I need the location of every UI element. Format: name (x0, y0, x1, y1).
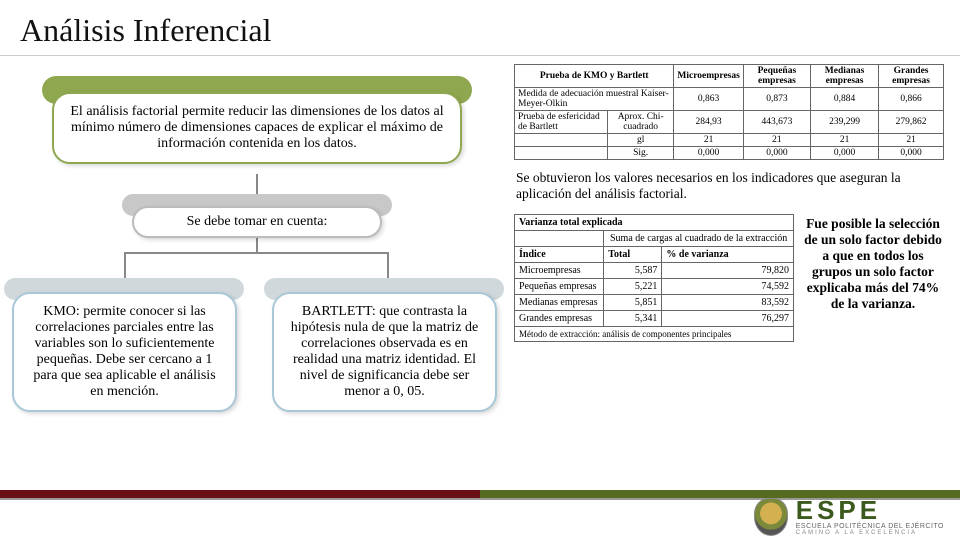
table-row: Pequeñas empresas5,22174,592 (515, 279, 794, 295)
caption-variance: Fue posible la selección de un solo fact… (802, 214, 944, 314)
tbl2-header: % de varianza (662, 247, 794, 263)
table-cell: 74,592 (662, 279, 794, 295)
table-cell: Aprox. Chi-cuadrado (607, 111, 673, 134)
table-row: Medianas empresas5,85183,592 (515, 295, 794, 311)
table-cell (515, 134, 608, 147)
kmo-bartlett-table: Prueba de KMO y BartlettMicroempresasPeq… (514, 64, 944, 160)
table-row: Grandes empresas5,34176,297 (515, 311, 794, 327)
content-area: El análisis factorial permite reducir la… (0, 56, 960, 486)
table-cell: 5,221 (604, 279, 662, 295)
tbl2-subhead: Suma de cargas al cuadrado de la extracc… (604, 231, 794, 247)
right-column: Prueba de KMO y BartlettMicroempresasPeq… (514, 64, 944, 486)
table-cell: 0,863 (674, 88, 743, 111)
table-cell: 239,299 (810, 111, 878, 134)
page-title: Análisis Inferencial (0, 0, 960, 56)
logo-text: ESPE (796, 497, 944, 523)
table-cell: 0,000 (743, 147, 810, 160)
flow-box-top: El análisis factorial permite reducir la… (52, 92, 462, 164)
table-cell: 0,866 (879, 88, 944, 111)
connector (124, 252, 389, 254)
table-cell: 83,592 (662, 295, 794, 311)
table-cell: Pequeñas empresas (515, 279, 604, 295)
table-cell: 21 (810, 134, 878, 147)
table-cell: 0,000 (879, 147, 944, 160)
table-row: Sig.0,0000,0000,0000,000 (515, 147, 944, 160)
table-cell: gl (607, 134, 673, 147)
connector (124, 252, 126, 280)
caption-indicators: Se obtuvieron los valores necesarios en … (514, 166, 944, 204)
table-cell: Sig. (607, 147, 673, 160)
tbl2-header: Índice (515, 247, 604, 263)
tbl2-header: Total (604, 247, 662, 263)
table-cell: 21 (674, 134, 743, 147)
tbl1-header: Medianas empresas (810, 65, 878, 88)
table-cell: 443,673 (743, 111, 810, 134)
table-cell: 21 (879, 134, 944, 147)
flow-box-bartlett: BARTLETT: que contrasta la hipótesis nul… (272, 292, 497, 412)
tbl1-header: Grandes empresas (879, 65, 944, 88)
flow-box-kmo: KMO: permite conocer si las correlacione… (12, 292, 237, 412)
footer: ESPE ESCUELA POLITÉCNICA DEL EJÉRCITO CA… (0, 490, 960, 540)
table-cell: Medida de adecuación muestral Kaiser-Mey… (515, 88, 674, 111)
table-row: Prueba de esfericidad de BartlettAprox. … (515, 111, 944, 134)
table-cell: 0,000 (810, 147, 878, 160)
table-cell: 0,000 (674, 147, 743, 160)
tbl1-header: Pequeñas empresas (743, 65, 810, 88)
table-cell: 79,820 (662, 263, 794, 279)
table-cell: 0,884 (810, 88, 878, 111)
tbl1-header: Microempresas (674, 65, 743, 88)
tbl1-header: Prueba de KMO y Bartlett (515, 65, 674, 88)
connector (387, 252, 389, 280)
table-cell: 0,873 (743, 88, 810, 111)
flowchart: El análisis factorial permite reducir la… (12, 64, 502, 486)
connector (256, 236, 258, 252)
tbl2-title: Varianza total explicada (515, 215, 794, 231)
table-cell: 76,297 (662, 311, 794, 327)
table-cell: 5,851 (604, 295, 662, 311)
table-cell: Microempresas (515, 263, 604, 279)
tbl2-footnote: Método de extracción: análisis de compon… (515, 327, 794, 342)
table-cell: 5,341 (604, 311, 662, 327)
table-cell: 279,862 (879, 111, 944, 134)
table-cell: Grandes empresas (515, 311, 604, 327)
variance-table: Varianza total explicada Suma de cargas … (514, 214, 794, 342)
table-row: Microempresas5,58779,820 (515, 263, 794, 279)
table-cell: 21 (743, 134, 810, 147)
crest-icon (754, 498, 788, 536)
table-cell: 5,587 (604, 263, 662, 279)
table-cell (515, 147, 608, 160)
connector (256, 174, 258, 196)
table-cell: Prueba de esfericidad de Bartlett (515, 111, 608, 134)
flow-box-mid: Se debe tomar en cuenta: (132, 206, 382, 238)
logo-tagline: CAMINO A LA EXCELENCIA (796, 530, 944, 536)
table-row: gl21212121 (515, 134, 944, 147)
logo-subtitle: ESCUELA POLITÉCNICA DEL EJÉRCITO (796, 523, 944, 530)
table-row: Medida de adecuación muestral Kaiser-Mey… (515, 88, 944, 111)
table-cell: 284,93 (674, 111, 743, 134)
table-cell: Medianas empresas (515, 295, 604, 311)
logo-area: ESPE ESCUELA POLITÉCNICA DEL EJÉRCITO CA… (754, 497, 944, 536)
